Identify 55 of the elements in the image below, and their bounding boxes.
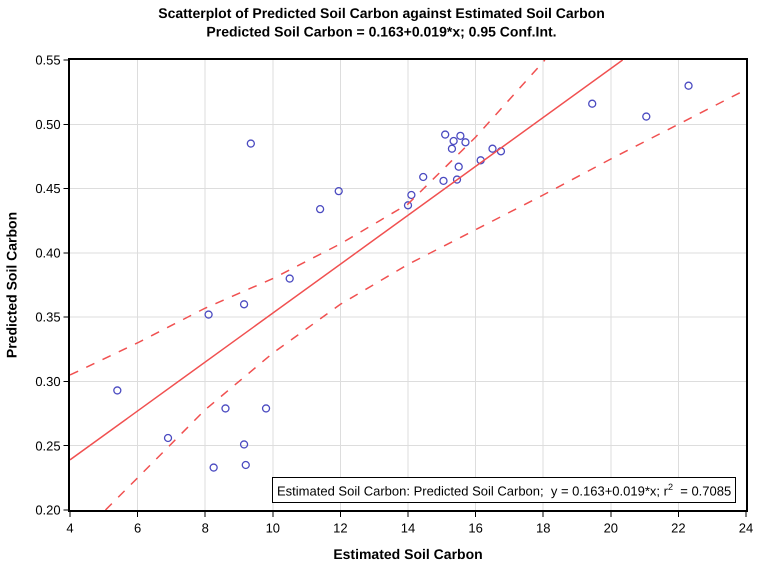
point — [588, 100, 596, 108]
point — [476, 156, 485, 164]
chart-title: Scatterplot of Predicted Soil Carbon against Estimated Soil Carbon — [158, 5, 605, 22]
y-tick-label: 0.55 — [35, 52, 61, 68]
point — [419, 172, 428, 182]
point — [441, 130, 450, 139]
point — [684, 82, 693, 90]
y-tick-label: 0.25 — [35, 438, 61, 454]
point — [439, 176, 448, 186]
y-tick-label: 0.40 — [35, 245, 61, 260]
y-tick-label: 0.50 — [35, 116, 61, 132]
y-axis-title: Predicted Soil Carbon — [3, 212, 20, 358]
x-tick-label: 16 — [468, 520, 483, 536]
point — [113, 386, 122, 395]
line-series — [70, 60, 546, 376]
x-tick-label: 24 — [738, 520, 754, 536]
point — [496, 147, 506, 156]
x-tick-label: 4 — [66, 520, 74, 536]
x-tick-label: 6 — [134, 520, 142, 536]
point — [240, 440, 248, 449]
y-tick-label: 0.30 — [35, 374, 61, 389]
point — [449, 136, 458, 146]
x-tick-label: 22 — [671, 520, 686, 536]
point — [246, 139, 255, 148]
point — [204, 310, 213, 319]
point — [262, 404, 270, 413]
y-tick-label: 0.45 — [35, 181, 61, 196]
point — [456, 132, 465, 140]
point — [242, 460, 250, 470]
y-tick-label: 0.35 — [35, 310, 61, 325]
annotation: Estimated Soil Carbon: Predicted Soil Carbon; y = 0.163+0.019*x; r$^{2}$ = 0.7085 — [277, 482, 732, 498]
point — [404, 201, 412, 210]
point — [452, 175, 462, 184]
point — [210, 463, 218, 472]
point — [164, 434, 172, 442]
point — [488, 144, 497, 153]
point — [448, 144, 456, 153]
x-tick-label: 18 — [536, 520, 550, 536]
x-tick-label: 8 — [202, 520, 209, 536]
x-tick-label: 12 — [333, 520, 348, 536]
point — [407, 190, 416, 200]
point — [461, 138, 470, 146]
x-axis-title: Estimated Soil Carbon — [333, 546, 483, 562]
chart-subtitle: Predicted Soil Carbon = 0.163+0.019*x; 0.95 Conf.Int. — [206, 23, 557, 40]
point — [221, 404, 230, 413]
x-tick-label: 10 — [266, 520, 280, 536]
x-tick-label: 20 — [604, 520, 618, 536]
point — [286, 274, 294, 283]
point — [642, 112, 650, 121]
point — [454, 162, 463, 171]
point — [240, 300, 248, 308]
x-tick-label: 14 — [400, 520, 416, 536]
point — [334, 186, 343, 196]
point — [316, 204, 324, 214]
y-tick-label: 0.20 — [35, 502, 61, 518]
